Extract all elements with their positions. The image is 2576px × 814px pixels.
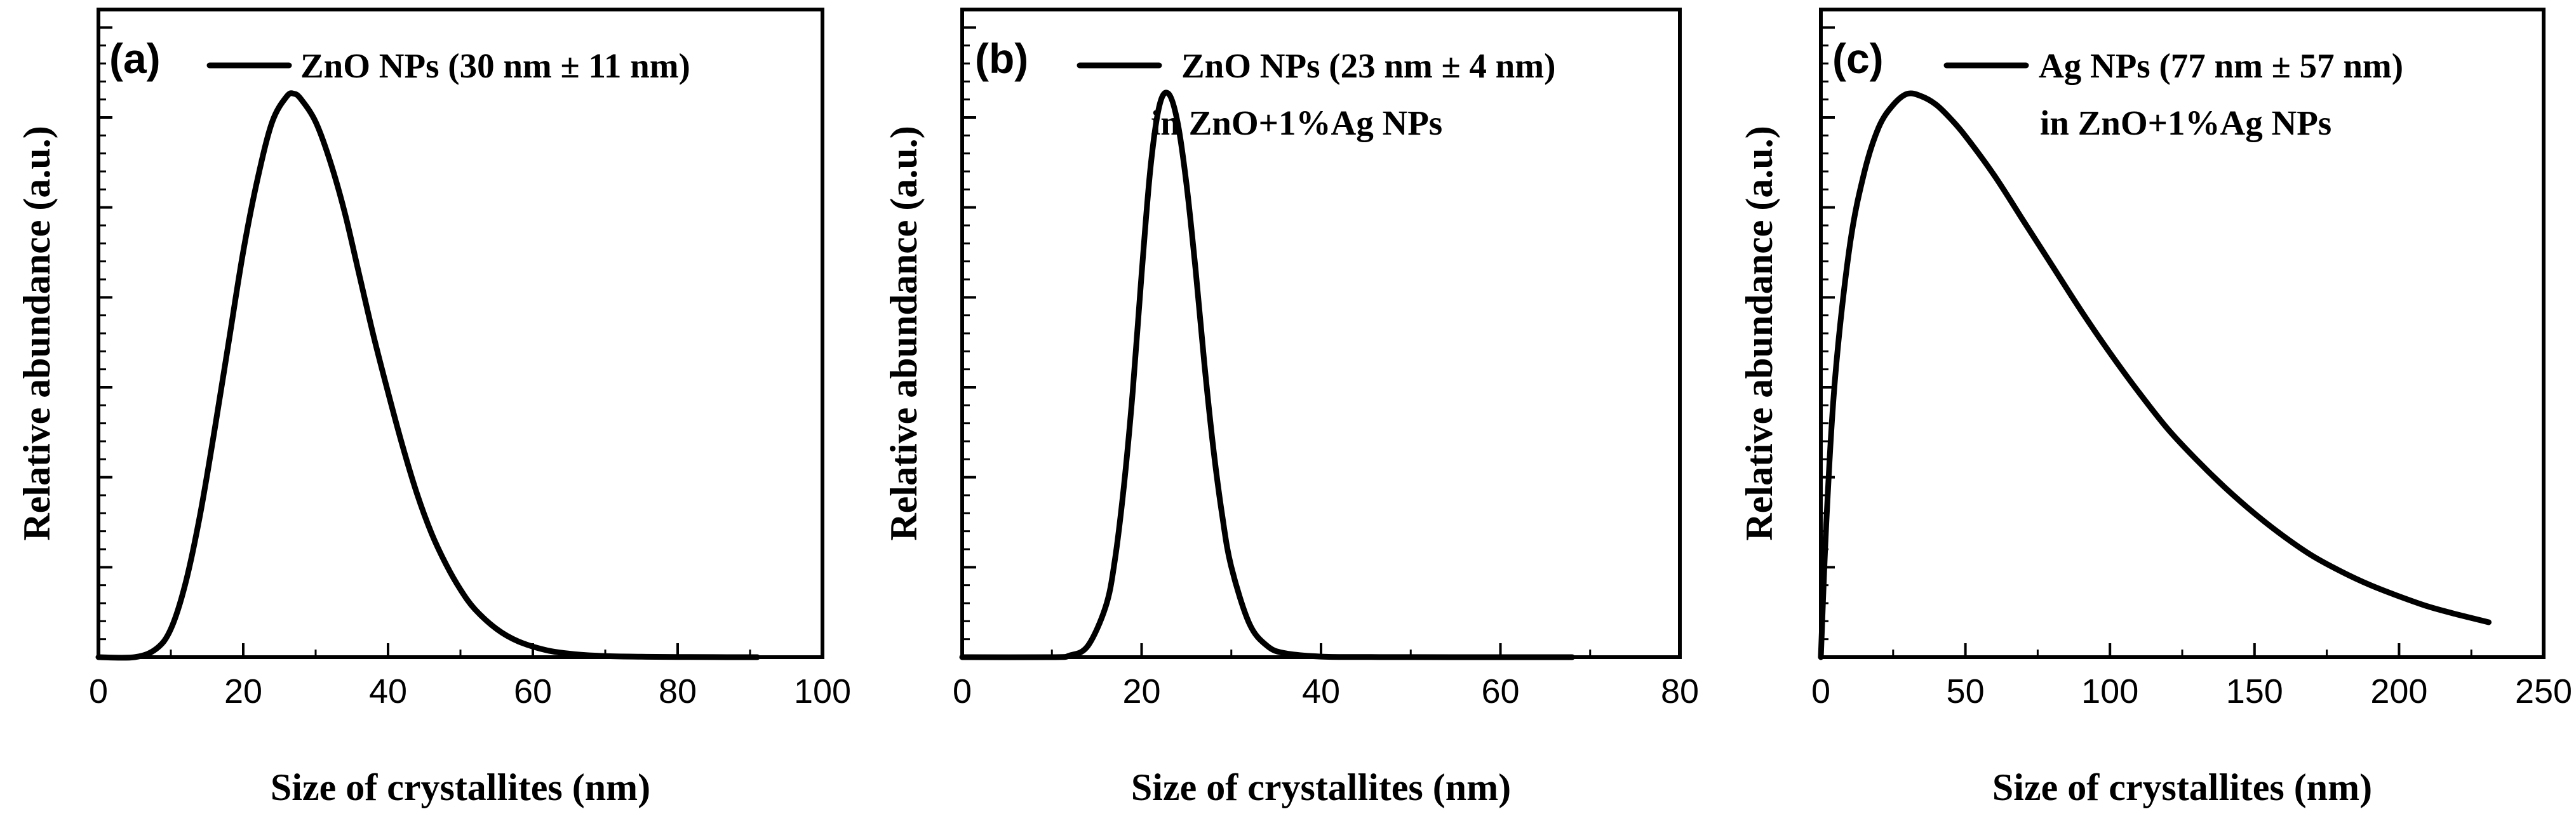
panel-b-legend-text-2: in ZnO+1%Ag NPs xyxy=(1151,103,1442,142)
panel-c: 0 50 100 150 200 250 (c) Ag NPs (77 nm ± 57 n… xyxy=(1738,8,2572,808)
panel-c-label: (c) xyxy=(1832,35,1884,82)
panel-b-xtick-label: 40 xyxy=(1302,672,1340,711)
panel-c-ylabel: Relative abundance (a.u.) xyxy=(1738,126,1780,540)
panel-c-xtick-label: 100 xyxy=(2081,672,2138,711)
panel-a-legend-text: ZnO NPs (30 nm ± 11 nm) xyxy=(300,46,690,85)
panel-b-xtick-label: 80 xyxy=(1661,672,1699,711)
panel-a-curve xyxy=(95,90,760,661)
panel-c-curve xyxy=(1818,90,2492,660)
panel-a-ticks xyxy=(97,26,824,657)
panel-a-label: (a) xyxy=(109,35,161,82)
panel-b-xtick-label: 0 xyxy=(953,672,972,711)
panel-b-xtick-labels: 0 20 40 60 80 xyxy=(953,672,1699,711)
panel-a-axes-frame xyxy=(97,8,824,659)
panel-a-xtick-label: 60 xyxy=(514,672,552,711)
panel-a-xtick-label: 0 xyxy=(89,672,108,711)
panel-c-xtick-label: 150 xyxy=(2226,672,2283,711)
panel-b-legend-text-1: ZnO NPs (23 nm ± 4 nm) xyxy=(1181,46,1555,85)
panel-a-xtick-label: 40 xyxy=(369,672,407,711)
panel-b-label: (b) xyxy=(975,35,1028,82)
panel-c-xlabel: Size of crystallites (nm) xyxy=(1992,766,2372,808)
panel-a-xtick-label: 80 xyxy=(659,672,697,711)
panel-a-ylabel: Relative abundance (a.u.) xyxy=(16,126,58,540)
panel-c-legend-text-1: Ag NPs (77 nm ± 57 nm) xyxy=(2039,46,2403,85)
panel-c-xtick-label: 0 xyxy=(1811,672,1830,711)
panel-c-legend-text-2: in ZnO+1%Ag NPs xyxy=(2040,103,2331,142)
panel-b: 0 20 40 60 80 (b) ZnO NPs (23 nm ± 4 nm) in … xyxy=(883,8,1699,808)
panel-b-xtick-label: 60 xyxy=(1481,672,1519,711)
panel-a-xtick-label: 20 xyxy=(224,672,262,711)
panel-a: 0 20 40 60 80 100 (a) ZnO NPs (30 nm ± 11 nm)… xyxy=(16,8,851,808)
panel-c-xtick-label: 200 xyxy=(2370,672,2427,711)
panel-b-ylabel: Relative abundance (a.u.) xyxy=(883,126,925,540)
panel-b-curve xyxy=(959,90,1575,660)
panel-c-xtick-label: 250 xyxy=(2515,672,2572,711)
panel-c-xtick-label: 50 xyxy=(1947,672,1985,711)
panel-c-xtick-labels: 0 50 100 150 200 250 xyxy=(1811,672,2572,711)
panel-a-xtick-label: 100 xyxy=(794,672,851,711)
panel-a-xlabel: Size of crystallites (nm) xyxy=(271,766,650,808)
panel-a-xtick-labels: 0 20 40 60 80 100 xyxy=(89,672,851,711)
panel-b-xtick-label: 20 xyxy=(1122,672,1160,711)
panel-b-xlabel: Size of crystallites (nm) xyxy=(1131,766,1511,808)
